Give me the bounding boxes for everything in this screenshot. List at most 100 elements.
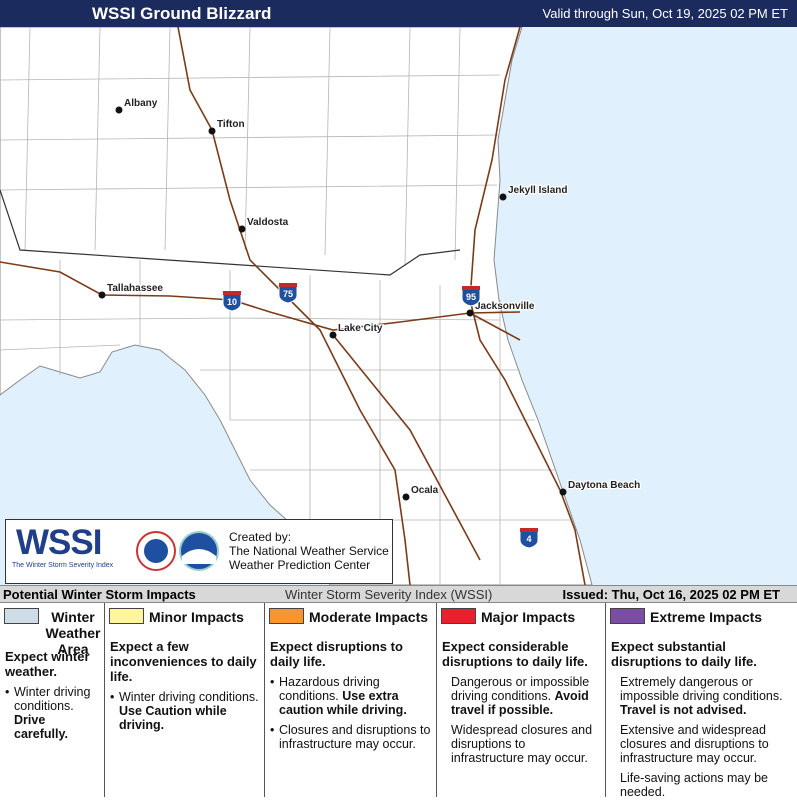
state-line (0, 189, 461, 276)
issued-time: Issued: Thu, Oct 16, 2025 02 PM ET (562, 587, 780, 602)
shield (519, 527, 539, 549)
organization: Weather Prediction Center (229, 558, 371, 572)
city-label: Jacksonville (475, 301, 535, 312)
legend-swatch (610, 608, 645, 624)
city-dot (559, 488, 567, 496)
credit-text: Created by: The National Weather Service… (229, 530, 389, 572)
item-text: Winter driving conditions. (119, 690, 259, 704)
map: Albany Tifton Valdosta Tallahassee Lake City… (0, 27, 797, 585)
shield-top (462, 286, 480, 290)
legend: Winter Weather Area Expect winter weather… (0, 603, 797, 799)
legend-item: Closures and disruptions to infrastructu… (265, 723, 436, 757)
legend-swatch (109, 608, 144, 624)
item-text: Hazardous driving conditions. (279, 675, 380, 703)
city-dot (402, 493, 410, 501)
item-emphasis: Drive carefully. (14, 713, 68, 741)
legend-headline: Expect considerable disruptions to daily… (442, 639, 588, 669)
shield-label: 4 (526, 534, 531, 544)
legend-swatch (4, 608, 39, 624)
legend-name: Winter Weather Area (45, 609, 101, 657)
legend-item: Life-saving actions may be needed. (606, 771, 797, 805)
legend-head: Minor Impacts (105, 603, 264, 639)
legend-item: Dangerous or impossible driving conditio… (437, 675, 605, 723)
city-dot (115, 106, 123, 114)
legend-head: Moderate Impacts (265, 603, 436, 639)
city-dot (329, 331, 337, 339)
city-label: Tallahassee (107, 283, 163, 294)
item-text: Extensive and widespread closures and di… (620, 723, 769, 765)
item-emphasis: Avoid travel if possible. (451, 689, 589, 717)
legend-heading: Potential Winter Storm Impacts (3, 587, 196, 602)
legend-item: Extensive and widespread closures and di… (606, 723, 797, 771)
shield-label: 95 (466, 292, 476, 302)
legend-item: Extremely dangerous or impossible drivin… (606, 675, 797, 723)
item-text: Extremely dangerous or impossible drivin… (620, 675, 783, 703)
legend-head: Winter Weather Area (0, 603, 104, 657)
item-text: Closures and disruptions to infrastructu… (279, 723, 431, 751)
city-label: Valdosta (247, 217, 289, 228)
organization: The National Weather Service (229, 544, 389, 558)
legend-headline: Expect substantial disruptions to daily … (611, 639, 757, 669)
shield-top (520, 528, 538, 532)
legend-item: Widespread closures and disruptions to i… (437, 723, 605, 771)
legend-column: Extreme Impacts Expect substantial disrup… (606, 603, 797, 799)
shield-label: 10 (227, 297, 237, 307)
credits-box: WSSI The Winter Storm Severity Index Cre… (5, 519, 393, 584)
shield-top (279, 283, 297, 287)
item-emphasis: Use Caution while driving. (119, 704, 227, 732)
logo-subtitle: The Winter Storm Severity Index (12, 562, 114, 569)
index-name: Winter Storm Severity Index (WSSI) (285, 587, 493, 602)
legend-head: Major Impacts (437, 603, 605, 639)
city-dot (466, 309, 474, 317)
legend-column: Major Impacts Expect considerable disrupt… (437, 603, 606, 797)
header: WSSI Ground Blizzard Valid through Sun, … (0, 0, 797, 27)
item-text: Dangerous or impossible driving conditio… (451, 675, 590, 703)
legend-headline: Expect a few inconveniences to daily lif… (110, 639, 257, 684)
legend-item: Winter driving conditions. Drive careful… (0, 685, 104, 747)
title: WSSI Ground Blizzard (92, 4, 272, 23)
city-label: Lake City (338, 323, 383, 334)
item-text: Widespread closures and disruptions to i… (451, 723, 593, 765)
item-emphasis: Travel is not advised. (620, 703, 747, 717)
legend-column: Minor Impacts Expect a few inconveniences… (105, 603, 265, 797)
city-dot (499, 193, 507, 201)
shield (222, 290, 242, 312)
city-label: Tifton (217, 119, 245, 130)
legend-name: Minor Impacts (149, 609, 244, 625)
legend-headline: Expect disruptions to daily life. (270, 639, 403, 669)
city-label: Jekyll Island (508, 185, 567, 196)
legend-head: Extreme Impacts (606, 603, 797, 639)
legend-name: Moderate Impacts (309, 609, 429, 625)
city-dot (98, 291, 106, 299)
legend-bar: Potential Winter Storm Impacts Winter St… (0, 585, 797, 603)
county-lines (0, 27, 570, 585)
item-emphasis: Use extra caution while driving. (279, 689, 407, 717)
valid-time: Valid through Sun, Oct 19, 2025 02 PM ET (542, 6, 788, 21)
shield (461, 285, 481, 307)
shield-top (223, 291, 241, 295)
legend-swatch (441, 608, 476, 624)
created-by: Created by: (229, 530, 292, 544)
legend-column: Moderate Impacts Expect disruptions to da… (265, 603, 437, 797)
interstate-shields: 10 75 95 4 (222, 282, 539, 549)
city-label: Daytona Beach (568, 480, 640, 491)
cities: Albany Tifton Valdosta Tallahassee Lake City… (98, 97, 642, 501)
logo: WSSI (16, 523, 102, 562)
agency-badges (136, 531, 219, 571)
city-dot (208, 127, 216, 135)
legend-item: Hazardous driving conditions. Use extra … (265, 675, 436, 723)
item-text: Life-saving actions may be needed. (620, 771, 768, 799)
legend-column: Winter Weather Area Expect winter weather… (0, 603, 105, 797)
city-dot (238, 225, 246, 233)
shield-label: 75 (283, 289, 293, 299)
item-text: Winter driving conditions. (14, 685, 91, 713)
legend-name: Major Impacts (481, 609, 576, 625)
city-label: Albany (124, 98, 158, 109)
legend-swatch (269, 608, 304, 624)
shield (278, 282, 298, 304)
legend-item: Winter driving conditions. Use Caution w… (105, 690, 264, 738)
legend-headline: Expect winter weather. (5, 649, 90, 679)
city-label: Ocala (411, 485, 439, 496)
legend-name: Extreme Impacts (650, 609, 763, 625)
